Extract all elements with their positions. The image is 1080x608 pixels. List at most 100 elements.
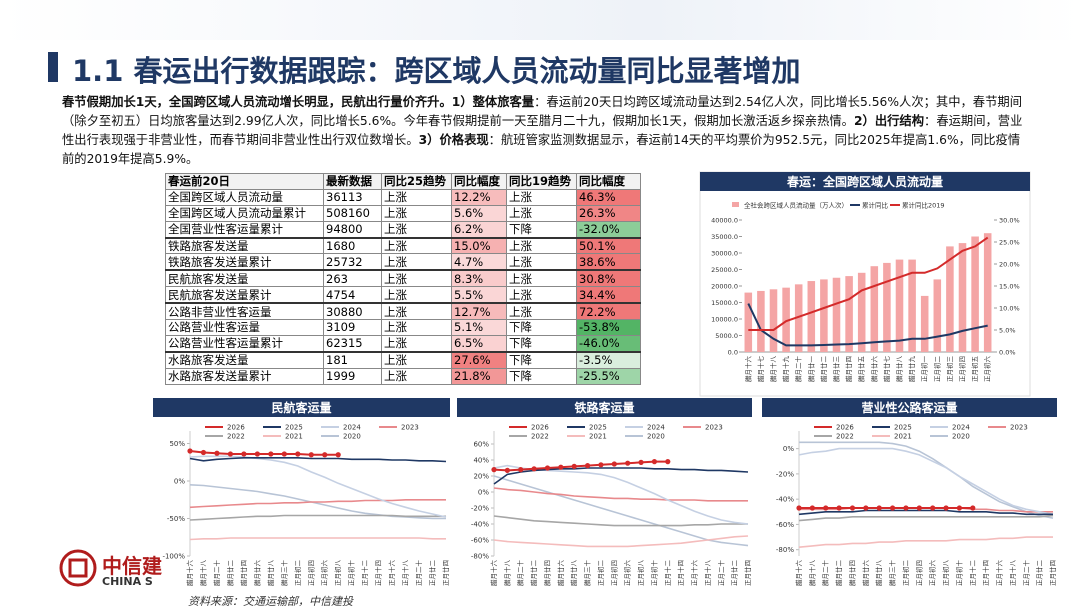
- y-tick-label: 0%: [783, 445, 794, 453]
- y-tick-label: 0%: [174, 478, 185, 486]
- marker: [956, 505, 963, 511]
- table-cell: 下降: [506, 334, 577, 353]
- bar: [895, 259, 904, 352]
- x-tick-label: 正月廿二: [730, 560, 739, 587]
- marker: [836, 505, 842, 511]
- legend-label: 2020: [952, 433, 970, 441]
- legend-label: 2024: [647, 424, 665, 432]
- x-tick-label: 正月十四: [676, 560, 685, 586]
- table-cell: 上涨: [381, 367, 452, 385]
- x-tick-label: 腊月十七: [756, 356, 765, 383]
- x-tick-label: 腊月廿四: [847, 560, 856, 586]
- y2-tick-label: 10.0%: [999, 305, 1020, 313]
- line: [799, 441, 1054, 519]
- legend-label: 2025: [285, 424, 303, 432]
- x-tick-label: 正月十六: [995, 560, 1004, 587]
- banner: [0, 0, 1080, 40]
- x-tick-label: 腊月廿六: [861, 560, 870, 587]
- x-tick-label: 腊月十六: [743, 356, 752, 383]
- x-tick-label: 腊月廿四: [844, 356, 853, 382]
- marker: [491, 467, 497, 473]
- table-cell: 水路旅客发送量累计: [165, 367, 324, 385]
- x-tick-label: 正月十八: [703, 560, 712, 587]
- chart-title: 民航客运量: [271, 400, 331, 415]
- legend-label: 2026: [836, 424, 854, 432]
- y-tick-label: 30000.0: [711, 250, 738, 258]
- table-cell: 15.0%: [451, 237, 507, 255]
- y-tick-label: 40%: [473, 457, 489, 465]
- x-tick-label: 腊月十八: [807, 560, 816, 587]
- marker: [598, 462, 604, 468]
- line: [798, 509, 1053, 516]
- summary-text: 春节假期加长1天，全国跨区域人员流动增长明显，民航出行量价齐升。1）整体旅客量: [62, 95, 535, 109]
- x-tick-label: 腊月二十: [212, 560, 221, 587]
- table-cell: 水路旅客发送量: [165, 351, 324, 369]
- x-tick-label: 正月初二: [596, 560, 605, 587]
- logo: 中信建 CHINA S: [58, 548, 162, 592]
- marker: [241, 451, 247, 457]
- marker: [651, 459, 658, 465]
- bar: [757, 290, 765, 352]
- x-tick-label: 腊月廿六: [556, 560, 565, 587]
- line: [493, 464, 749, 525]
- y2-tick-label: 25.0%: [999, 239, 1020, 247]
- marker: [625, 460, 631, 466]
- x-tick-label: 腊月廿六: [869, 356, 878, 383]
- table-cell: 上涨: [381, 302, 452, 321]
- x-tick-label: 腊月十六: [489, 560, 498, 587]
- x-tick-label: 正月初三: [945, 356, 954, 383]
- legend-label: 2020: [647, 433, 665, 441]
- marker: [889, 505, 896, 511]
- y-tick-label: 5000.0: [715, 332, 738, 340]
- x-tick-label: 腊月廿八: [895, 356, 904, 383]
- logo-icon: [59, 549, 97, 587]
- bar: [933, 279, 942, 352]
- chart-header: [700, 172, 1030, 191]
- summary: 春节假期加长1天，全国跨区域人员流动增长明显，民航出行量价齐升。1）整体旅客量：…: [62, 93, 1027, 169]
- x-tick-label: 腊月三十: [888, 560, 897, 587]
- y-tick-label: 60%: [473, 441, 489, 449]
- x-tick-label: 正月十四: [374, 560, 383, 586]
- bar: [832, 277, 841, 352]
- table-cell: 下降: [506, 367, 577, 385]
- y2-tick-label: 30.0%: [999, 217, 1020, 225]
- y-tick-label: -20%: [776, 470, 794, 478]
- table-cell: 8.3%: [451, 269, 507, 288]
- legend-label: 2023: [705, 424, 723, 432]
- line: [798, 447, 1054, 516]
- x-tick-label: 正月初六: [928, 560, 937, 587]
- bar: [983, 233, 992, 352]
- legend-label: 2023: [1010, 424, 1028, 432]
- marker: [518, 467, 524, 473]
- x-tick-label: 正月廿四: [1048, 560, 1057, 586]
- title: 1.1 春运出行数据跟踪：跨区域人员流动量同比显著增加: [72, 54, 801, 88]
- table-cell: 30.8%: [576, 269, 641, 288]
- legend-label: 2022: [227, 433, 245, 441]
- marker: [665, 459, 671, 465]
- line: [189, 455, 447, 518]
- x-tick-label: 正月初八: [636, 560, 645, 587]
- table-cell: 26.3%: [576, 204, 641, 222]
- line: [189, 537, 446, 541]
- table-cell: 上涨: [506, 302, 577, 321]
- table-cell: 上涨: [381, 319, 452, 336]
- chart-header: [762, 398, 1057, 417]
- marker: [531, 466, 537, 472]
- x-tick-label: 腊月十八: [769, 356, 778, 383]
- marker: [308, 452, 314, 458]
- y-tick-label: -20%: [471, 505, 489, 513]
- x-tick-label: 腊月二十: [516, 560, 525, 587]
- x-tick-label: 腊月二十: [794, 356, 803, 383]
- line: [493, 487, 748, 502]
- marker: [227, 451, 234, 457]
- chart-title: 铁路客运量: [574, 400, 634, 415]
- x-tick-label: 正月十八: [1008, 560, 1017, 587]
- x-tick-label: 正月十六: [387, 560, 396, 587]
- bar: [946, 246, 954, 352]
- marker: [903, 505, 909, 511]
- x-tick-label: 腊月三十: [279, 560, 288, 587]
- table-row: 水路旅客发送量累计 1999 上涨 21.8% 下降 -25.5%: [165, 367, 641, 385]
- line: [493, 475, 749, 547]
- y-tick-label: -100%: [162, 553, 185, 561]
- table-cell: 46.3%: [576, 188, 641, 206]
